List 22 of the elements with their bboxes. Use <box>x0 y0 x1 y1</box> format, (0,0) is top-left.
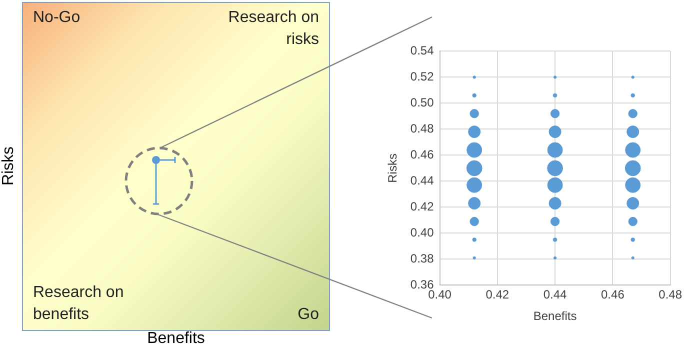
y-tick-label: 0.40 <box>410 226 434 240</box>
y-tick-label: 0.48 <box>410 122 434 136</box>
text: No-Go <box>33 8 80 28</box>
x-tick-label: 0.44 <box>543 288 568 302</box>
y-tick-label: 0.54 <box>410 44 434 58</box>
y-tick-label: 0.44 <box>410 174 434 188</box>
y-tick-label: 0.52 <box>410 70 434 84</box>
x-axis-title: Benefits <box>533 309 577 324</box>
x-tick-label: 0.48 <box>658 288 682 302</box>
x-tick-label: 0.40 <box>428 288 452 302</box>
y-tick-label: 0.50 <box>410 96 434 110</box>
text: Risks <box>0 146 18 186</box>
y-tick-label: 0.46 <box>410 148 434 162</box>
y-tick-label: 0.38 <box>410 252 434 266</box>
y-tick-label: 0.42 <box>410 200 434 214</box>
text: Research on risks <box>227 8 319 50</box>
x-tick-label: 0.42 <box>486 288 510 302</box>
text: Benefits <box>146 330 206 348</box>
x-tick-label: 0.46 <box>601 288 625 302</box>
text: Research on benefits <box>33 283 125 325</box>
y-axis-title: Risks <box>386 154 400 183</box>
text: Go <box>298 305 319 325</box>
